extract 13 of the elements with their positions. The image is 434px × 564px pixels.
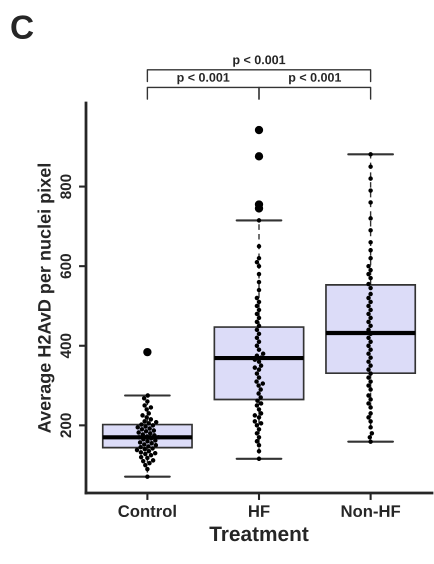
- x-tick-label: Control: [118, 504, 176, 518]
- y-tick-label: 400: [60, 334, 72, 358]
- x-tick-label: Non-HF: [342, 505, 400, 518]
- y-tick-label: 200: [60, 413, 72, 438]
- text: p < 0.001: [177, 72, 230, 84]
- chart-title: C: [11, 15, 34, 39]
- y-axis-title: Average H2AvD per nuclei pixel: [37, 164, 54, 433]
- y-tick-label: 600: [60, 254, 72, 278]
- text: p < 0.001: [289, 72, 342, 84]
- text: p < 0.001: [233, 55, 286, 67]
- x-axis-title: Treatment: [209, 526, 309, 542]
- y-tick-label: 800: [60, 174, 72, 199]
- x-tick-label: HF: [249, 505, 270, 517]
